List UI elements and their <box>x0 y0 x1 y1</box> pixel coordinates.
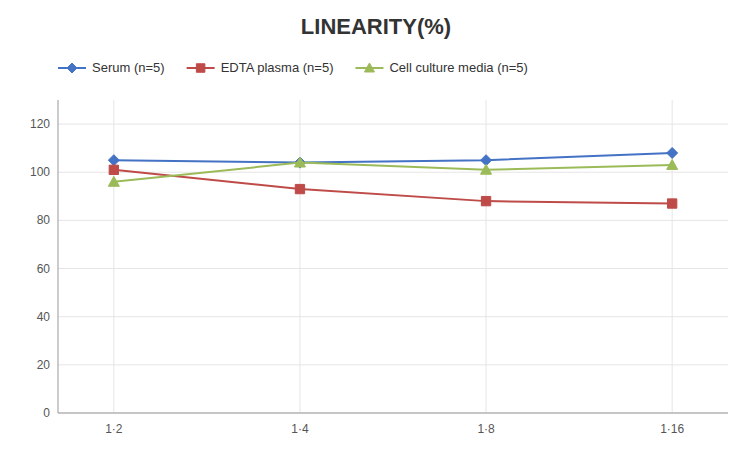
legend-label: Cell culture media (n=5) <box>389 60 527 75</box>
y-tick-label: 40 <box>37 310 51 324</box>
grid-line-x <box>113 100 114 413</box>
legend-label: EDTA plasma (n=5) <box>221 60 334 75</box>
grid-line-y <box>58 268 728 269</box>
grid-line-x <box>299 100 300 413</box>
chart: LINEARITY(%) 0 20 40 60 80 100 120 1·2 1·4 1·8 1·16… <box>0 0 752 451</box>
legend-marker <box>67 63 77 73</box>
grid-line-y <box>58 172 728 173</box>
series-marker <box>295 184 304 193</box>
series-marker <box>109 165 118 174</box>
x-tick-label: 1·16 <box>660 422 684 436</box>
x-tick-label: 1·4 <box>291 422 309 436</box>
series-marker <box>667 147 678 158</box>
title: LINEARITY(%) <box>301 14 451 39</box>
grid-line-y <box>58 124 728 125</box>
series-marker <box>667 160 678 170</box>
series-line <box>114 153 672 163</box>
y-tick-label: 120 <box>30 117 50 131</box>
series-marker <box>108 155 119 166</box>
y-axis-line <box>58 100 59 413</box>
series-marker <box>294 157 305 167</box>
series-line <box>114 163 672 182</box>
grid-line-y <box>58 316 728 317</box>
grid-line-y <box>58 364 728 365</box>
series-marker <box>481 196 490 205</box>
series-marker <box>667 199 676 208</box>
y-tick-label: 0 <box>43 406 50 420</box>
legend: Serum (n=5) EDTA plasma (n=5) Cell culture… <box>58 60 528 75</box>
y-tick-label: 20 <box>37 358 51 372</box>
series-line <box>114 170 672 204</box>
grid-line-y <box>58 413 728 414</box>
series-marker <box>481 164 492 174</box>
legend-label: Serum (n=5) <box>92 60 165 75</box>
legend-marker <box>196 64 205 73</box>
grid-line-x <box>486 100 487 413</box>
y-tick-label: 60 <box>37 262 51 276</box>
grid <box>58 100 728 413</box>
grid-line-y <box>58 220 728 221</box>
series-marker <box>108 176 119 186</box>
y-tick-label: 80 <box>37 213 51 227</box>
chart-container: LINEARITY(%) 0 20 40 60 80 100 120 1·2 1·4 1·8 1·16… <box>0 0 752 451</box>
plot-area <box>108 147 677 208</box>
x-tick-label: 1·2 <box>105 422 123 436</box>
x-axis-line <box>58 413 728 414</box>
x-tick-label: 1·8 <box>477 422 495 436</box>
legend-marker <box>364 63 374 72</box>
y-tick-label: 100 <box>30 165 50 179</box>
